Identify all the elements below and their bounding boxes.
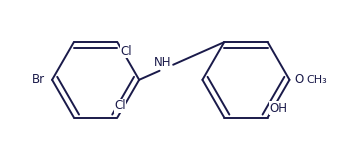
- Text: Br: Br: [32, 73, 46, 86]
- Text: Cl: Cl: [121, 45, 132, 58]
- Text: NH: NH: [154, 56, 172, 68]
- Text: O: O: [294, 73, 303, 86]
- Text: OH: OH: [269, 102, 287, 115]
- Text: CH₃: CH₃: [307, 75, 328, 85]
- Text: Cl: Cl: [114, 99, 126, 112]
